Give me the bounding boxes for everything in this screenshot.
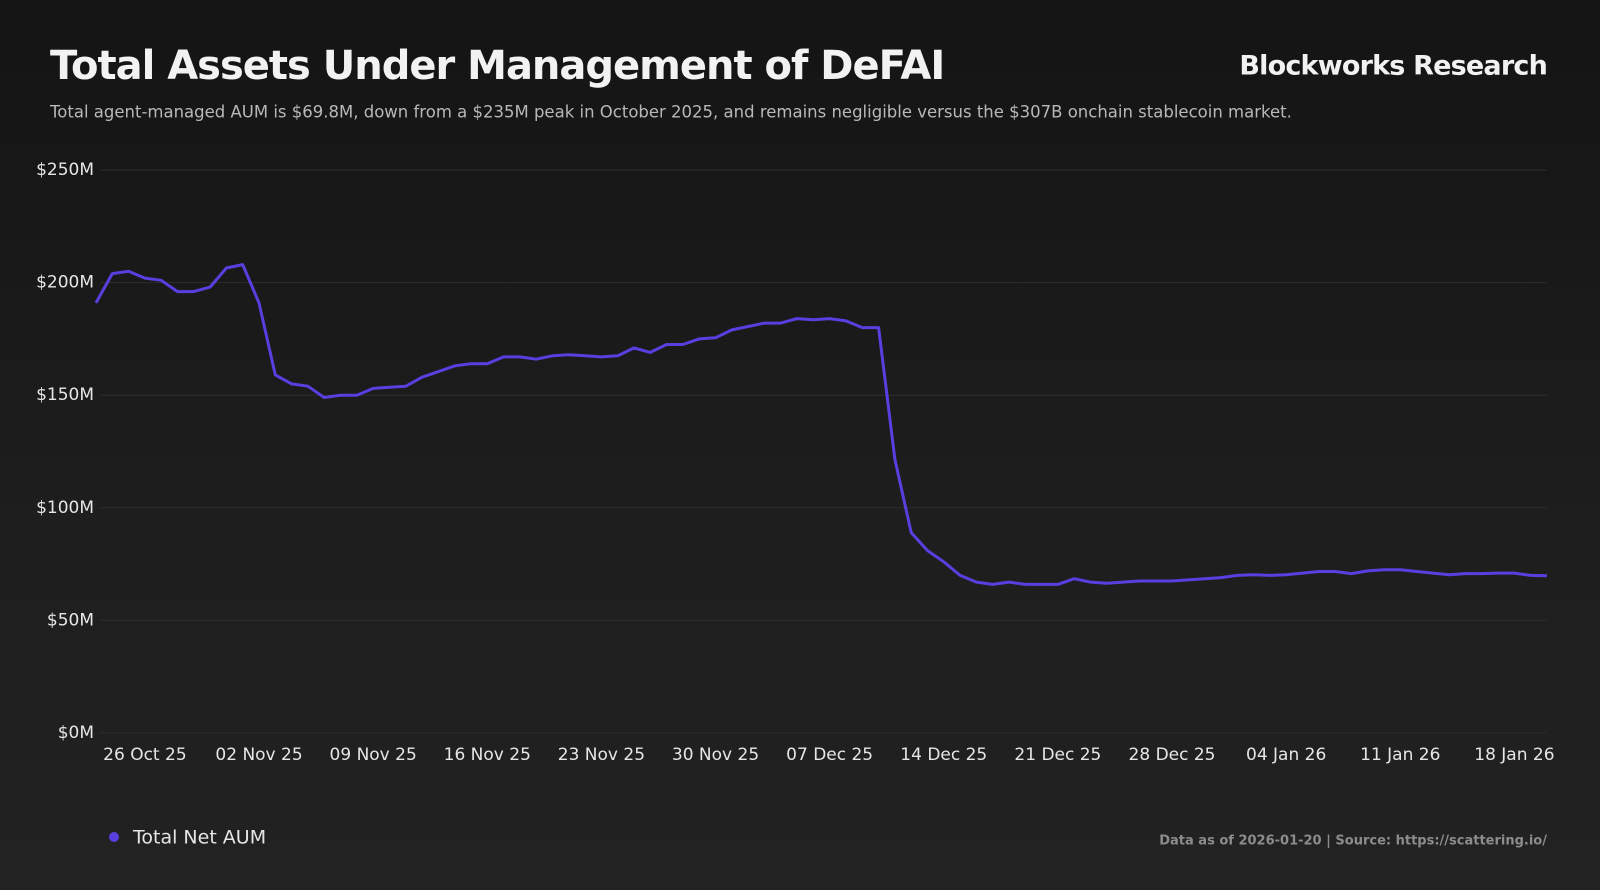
line: [94, 263, 1548, 586]
chart-title: Total Assets Under Management of DeFAI: [50, 43, 944, 89]
legend-label: Total Net AUM: [132, 827, 266, 849]
source: Data as of 2026-01-20 | Source: https://…: [1159, 834, 1547, 849]
y-tick-label: $150M: [36, 385, 94, 405]
x-tick-label: 23 Nov 25: [558, 745, 645, 765]
brand: Blockworks Research: [1239, 51, 1547, 82]
x-tick-label: 09 Nov 25: [330, 745, 417, 765]
x-tick-label: 18 Jan 26: [1474, 745, 1554, 765]
x-tick-label: 26 Oct 25: [103, 745, 186, 765]
y-tick-label: $250M: [36, 160, 94, 180]
y-tick-label: $0M: [58, 723, 94, 743]
x-tick-label: 30 Nov 25: [672, 745, 759, 765]
y-tick-label: $100M: [36, 498, 94, 518]
x-tick-label: 14 Dec 25: [900, 745, 987, 765]
y-tick-label: $50M: [47, 610, 94, 630]
y-tick-label: $200M: [36, 273, 94, 293]
x-tick-label: 02 Nov 25: [215, 745, 302, 765]
subtitle: Total agent-managed AUM is $69.8M, down …: [49, 103, 1292, 122]
x-tick-label: 16 Nov 25: [444, 745, 531, 765]
x-tick-label: 28 Dec 25: [1129, 745, 1216, 765]
x-tick-label: 04 Jan 26: [1246, 745, 1326, 765]
x-tick-label: 11 Jan 26: [1360, 745, 1440, 765]
x-tick-label: 21 Dec 25: [1014, 745, 1101, 765]
x-tick-label: 07 Dec 25: [786, 745, 873, 765]
legend-marker: [109, 832, 119, 842]
